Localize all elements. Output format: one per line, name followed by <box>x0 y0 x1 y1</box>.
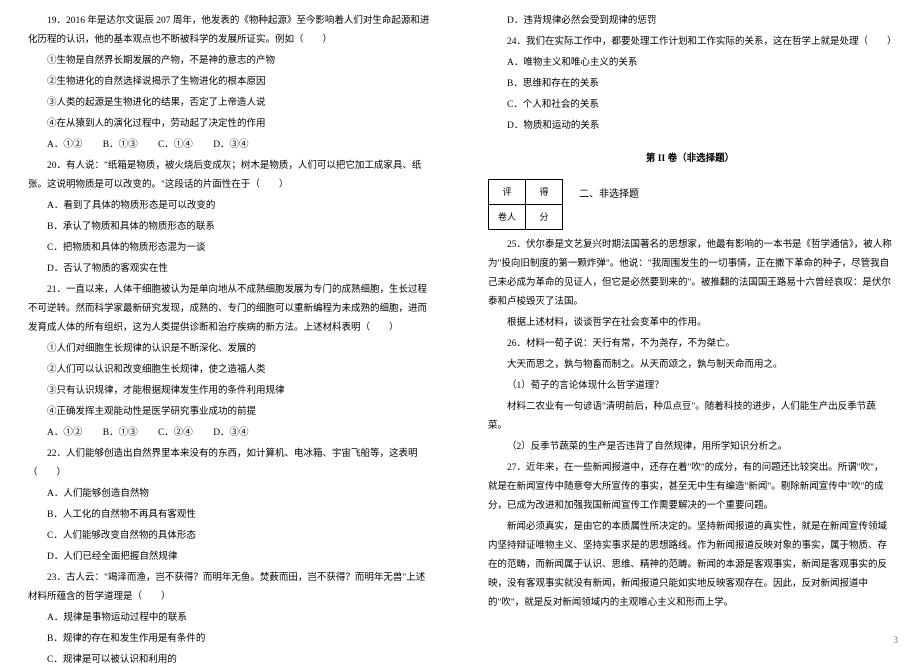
q27-p2: 新闻必须真实，是由它的本质属性所决定的。坚持新闻报道的真实性，就是在新闻宣传领域… <box>488 518 892 613</box>
q22: 22．人们能够创造出自然界里本来没有的东西，如计算机、电冰箱、宇宙飞船等，这表明… <box>28 445 432 483</box>
q24: 24．我们在实际工作中，都要处理工作计划和工作实际的关系，这在哲学上就是处理（ … <box>488 33 892 52</box>
q22-c: C．人们能够改变自然物的具体形态 <box>28 527 432 546</box>
q23-a: A．规律是事物运动过程中的联系 <box>28 609 432 628</box>
score-r2c2: 分 <box>526 205 563 230</box>
q19-s1: ①生物是自然界长期发展的产物，不是神的意志的产物 <box>28 52 432 71</box>
q20-b: B．承认了物质和具体的物质形态的联系 <box>28 218 432 237</box>
q25-p2: 根据上述材料，谈谈哲学在社会变革中的作用。 <box>488 314 892 333</box>
q19-s4: ④在从猿到人的演化过程中，劳动起了决定性的作用 <box>28 115 432 134</box>
q26-p2: 大天而思之，孰与物畜而制之。从天而颂之，孰与制天命而用之。 <box>488 356 892 375</box>
q23: 23．古人云："竭泽而渔，岂不获得？而明年无鱼。焚薮而田，岂不获得？而明年无兽"… <box>28 569 432 607</box>
q26-q2: （2）反季节蔬菜的生产是否违背了自然规律，用所学知识分析之。 <box>488 438 892 457</box>
q27-p1: 27．近年来，在一些新闻报道中，还存在着"吹"的成分，有的问题还比较突出。所谓"… <box>488 459 892 516</box>
q21: 21．一直以来，人体干细胞被认为是单向地从不成熟细胞发展为专门的成熟细胞，生长过… <box>28 281 432 338</box>
page-number: 3 <box>894 635 899 645</box>
right-column: D．违背规律必然会受到规律的惩罚 24．我们在实际工作中，都要处理工作计划和工作… <box>460 0 920 651</box>
q24-b: B．思维和存在的关系 <box>488 75 892 94</box>
q26-q1: （1）荀子的言论体现什么哲学道理？ <box>488 377 892 396</box>
q19-s2: ②生物进化的自然选择说揭示了生物进化的根本原因 <box>28 73 432 92</box>
q22-d: D．人们已经全面把握自然规律 <box>28 548 432 567</box>
q20-d: D．否认了物质的客观实在性 <box>28 260 432 279</box>
q21-s3: ③只有认识规律，才能根据规律发生作用的条件利用规律 <box>28 382 432 401</box>
q21-s1: ①人们对细胞生长规律的认识是不断深化、发展的 <box>28 340 432 359</box>
score-table: 评 得 卷人 分 <box>488 179 563 230</box>
q24-d: D．物质和运动的关系 <box>488 117 892 136</box>
section2-label: 二、非选择题 <box>579 185 639 205</box>
left-column: 19．2016 年是达尔文诞辰 207 周年，他发表的《物种起源》至今影响着人们… <box>0 0 460 651</box>
q26-p3: 材料二农业有一句谚语"清明前后，种瓜点豆"。随着科技的进步，人们能生产出反季节蔬… <box>488 398 892 436</box>
q20-a: A．看到了具体的物质形态是可以改变的 <box>28 197 432 216</box>
score-r1c1: 评 <box>489 180 526 205</box>
q22-b: B．人工化的自然物不再具有客观性 <box>28 506 432 525</box>
q26: 26．材料一荀子说：天行有常，不为尧存，不为桀亡。 <box>488 335 892 354</box>
q19-lead: 19．2016 年是达尔文诞辰 207 周年，他发表的《物种起源》至今影响着人们… <box>28 12 432 50</box>
score-r1c2: 得 <box>526 180 563 205</box>
part2-title: 第 II 卷（非选择题） <box>488 150 892 169</box>
score-r2c1: 卷人 <box>489 205 526 230</box>
q24-c: C．个人和社会的关系 <box>488 96 892 115</box>
score-table-wrap: 评 得 卷人 分 二、非选择题 <box>488 179 892 230</box>
q24-a: A．唯物主义和唯心主义的关系 <box>488 54 892 73</box>
q23-d: D．违背规律必然会受到规律的惩罚 <box>488 12 892 31</box>
q23-b: B．规律的存在和发生作用是有条件的 <box>28 630 432 649</box>
q22-a: A．人们能够创造自然物 <box>28 485 432 504</box>
q19-s3: ③人类的起源是生物进化的结果，否定了上帝造人说 <box>28 94 432 113</box>
q23-c: C．规律是可以被认识和利用的 <box>28 651 432 670</box>
q19-opts: A．①② B．①③ C．①④ D．③④ <box>28 136 432 155</box>
q21-s2: ②人们可以认识和改变细胞生长规律，使之造福人类 <box>28 361 432 380</box>
q20-c: C．把物质和具体的物质形态混为一谈 <box>28 239 432 258</box>
q21-opts: A．①② B．①③ C．②④ D．③④ <box>28 424 432 443</box>
q21-s4: ④正确发挥主观能动性是医学研究事业成功的前提 <box>28 403 432 422</box>
q20: 20．有人说："纸箱是物质，被火烧后变成灰；树木是物质，人们可以把它加工成家具、… <box>28 157 432 195</box>
q25-p1: 25．伏尔泰是文艺复兴时期法国著名的思想家，他最有影响的一本书是《哲学通信》，被… <box>488 236 892 312</box>
